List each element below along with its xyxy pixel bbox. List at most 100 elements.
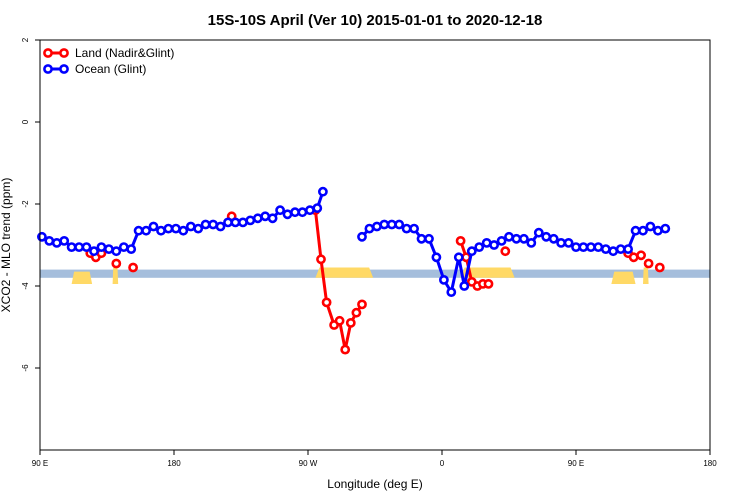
y-tick-label: -2 [21,200,30,208]
data-point [643,258,654,269]
data-point [357,299,367,310]
x-tick-label: 90 E [32,459,48,468]
data-point [245,215,256,226]
data-point [111,246,122,257]
data-point [200,219,211,230]
data-point [371,221,382,232]
legend-marker [43,64,53,74]
data-point [409,223,419,234]
data-point [178,225,189,236]
data-point [267,213,278,224]
x-tick-label: 90 E [568,459,584,468]
data-point [351,307,362,318]
land-region [611,271,636,284]
data-point [438,274,449,285]
data-point [345,317,356,328]
data-point [526,237,537,248]
data-point [89,246,99,257]
data-point [660,223,671,234]
data-point [81,242,92,252]
data-point [636,250,646,261]
data-point [416,233,427,244]
data-point [519,233,529,244]
data-point [489,240,499,250]
land-region [112,267,119,284]
data-point [133,225,144,236]
data-point [208,219,218,230]
data-point [455,235,466,246]
data-point [638,225,648,236]
data-point [37,231,47,242]
data-point [548,233,559,244]
data-point [541,231,552,242]
y-tick-label: 0 [21,119,30,124]
data-point [504,231,514,242]
x-axis-label: Longitude (deg E) [327,477,422,491]
land-region-layer [71,267,649,284]
data-point [334,315,345,326]
data-point [364,223,375,234]
data-point [394,219,405,230]
land-region [71,271,93,284]
land-region [460,267,515,278]
legend-marker [43,48,53,58]
data-point [453,252,464,263]
data-point [500,246,511,257]
data-point [51,237,62,248]
data-point [424,233,434,244]
land-region [643,267,649,284]
ocean-band-layer [40,269,710,278]
y-axis-label: XCO2 - MLO trend (ppm) [0,178,13,313]
data-point [379,219,390,230]
data-point [608,246,619,257]
data-point [446,287,457,297]
data-point [237,217,248,228]
data-point [401,223,412,234]
legend: Land (Nadir&Glint) Ocean (Glint) [43,46,174,76]
y-tick-label: 2 [21,37,30,42]
x-tick-label: 180 [167,459,181,468]
data-point [252,213,263,224]
legend-marker [59,48,69,58]
chart-title: 15S-10S April (Ver 10) 2015-01-01 to 202… [208,12,543,29]
legend-label: Land (Nadir&Glint) [75,46,174,60]
data-point [163,223,174,234]
data-point [44,235,55,246]
data-point [126,244,137,254]
data-point [297,207,308,218]
data-point [654,262,665,273]
data-point [141,225,151,236]
y-axis-ticks: 2 0 -2 -4 -6 [21,37,40,372]
data-point [148,221,159,232]
data-point [645,221,656,232]
x-tick-label: 0 [440,459,445,468]
y-tick-label: -6 [21,364,30,372]
legend-marker [59,64,69,74]
ocean-band [40,269,710,278]
data-point [230,217,241,228]
x-axis-ticks: 90 E 180 90 W 0 90 E 180 [32,450,717,468]
data-point [431,252,442,263]
data-point [357,231,367,242]
data-point [563,237,574,248]
data-point [623,244,633,254]
data-point [275,205,285,216]
data-point [260,211,271,222]
data-point [466,246,477,257]
data-point [111,258,122,269]
data-point [215,221,226,232]
land-region [315,267,374,278]
data-point [593,242,604,252]
plot-frame [39,39,711,451]
data-point [578,242,589,252]
data-point [193,223,204,234]
series-layer [37,186,671,355]
data-point [340,344,351,355]
x-tick-label: 90 W [299,459,318,468]
data-point [316,254,326,265]
data-point [533,227,544,238]
data-point [511,233,522,244]
data-point [474,242,485,252]
y-tick-label: -4 [21,282,30,290]
